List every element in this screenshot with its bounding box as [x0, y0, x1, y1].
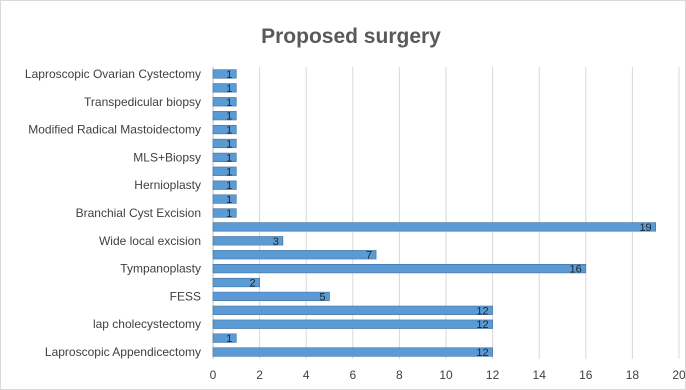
bar	[212, 277, 260, 288]
bar	[212, 111, 237, 121]
bar	[212, 305, 493, 315]
category-label: lap cholecystectomy	[93, 317, 201, 331]
bar	[212, 250, 377, 260]
data-label: 1	[226, 333, 232, 345]
data-label: 16	[570, 264, 582, 276]
data-label: 1	[226, 166, 232, 178]
data-label: 5	[319, 291, 325, 303]
bar	[212, 138, 237, 149]
category-label: Transpedicular biopsy	[84, 95, 201, 109]
category-label: Tympanoplasty	[120, 262, 201, 276]
data-label: 3	[273, 236, 279, 248]
data-label: 1	[226, 83, 232, 95]
bar	[212, 152, 237, 162]
bar	[212, 69, 237, 79]
bar	[212, 319, 493, 329]
bar	[212, 291, 330, 302]
bar	[212, 194, 237, 204]
data-label: 1	[226, 152, 232, 164]
x-tick-label: 8	[396, 368, 403, 382]
bar	[212, 180, 237, 190]
bar	[212, 222, 657, 232]
bars	[212, 69, 657, 357]
bar	[212, 97, 237, 107]
data-label: 1	[226, 111, 232, 123]
chart-title: Proposed surgery	[261, 25, 441, 48]
x-tick-label: 14	[533, 368, 547, 382]
category-label: Hernioplasty	[134, 178, 201, 192]
bar	[212, 83, 237, 93]
bar	[212, 264, 587, 274]
data-label: 1	[226, 125, 232, 137]
data-label: 1	[226, 180, 232, 192]
data-label: 12	[476, 347, 488, 359]
gridlines	[212, 67, 680, 359]
data-label: 2	[249, 278, 255, 290]
category-label: Branchial Cyst Excision	[76, 206, 201, 220]
data-label: 1	[226, 97, 232, 109]
data-label: 1	[226, 194, 232, 206]
category-label: Wide local excision	[99, 234, 201, 248]
x-tick-label: 0	[210, 368, 217, 382]
data-label: 1	[226, 69, 232, 81]
category-labels: Laproscopic Ovarian Cystectomy Transpedic…	[25, 67, 201, 359]
bar	[212, 236, 284, 246]
data-label: 12	[476, 319, 488, 331]
x-tick-labels: 0 2 4 6 8 10 12 14 16 18 20	[210, 368, 685, 382]
bar	[212, 166, 237, 176]
x-tick-label: 6	[349, 368, 356, 382]
data-label: 7	[366, 250, 372, 262]
x-tick-label: 2	[256, 368, 263, 382]
x-tick-label: 4	[303, 368, 310, 382]
data-label: 19	[639, 222, 651, 234]
category-label: MLS+Biopsy	[133, 150, 201, 164]
bar	[212, 347, 493, 357]
bar	[212, 124, 237, 135]
category-label: FESS	[170, 289, 201, 303]
bar	[212, 333, 237, 343]
x-tick-label: 12	[486, 368, 500, 382]
x-tick-label: 18	[626, 368, 640, 382]
data-label: 1	[226, 208, 232, 220]
bar	[212, 208, 237, 218]
x-tick-label: 16	[579, 368, 593, 382]
data-label: 1	[226, 138, 232, 150]
category-label: Modified Radical Mastoidectomy	[28, 123, 201, 137]
x-tick-label: 10	[439, 368, 453, 382]
category-label: Laproscopic Ovarian Cystectomy	[25, 67, 201, 81]
x-tick-label: 20	[672, 368, 685, 382]
data-label: 12	[476, 305, 488, 317]
category-label: Laproscopic Appendicectomy	[45, 345, 201, 359]
